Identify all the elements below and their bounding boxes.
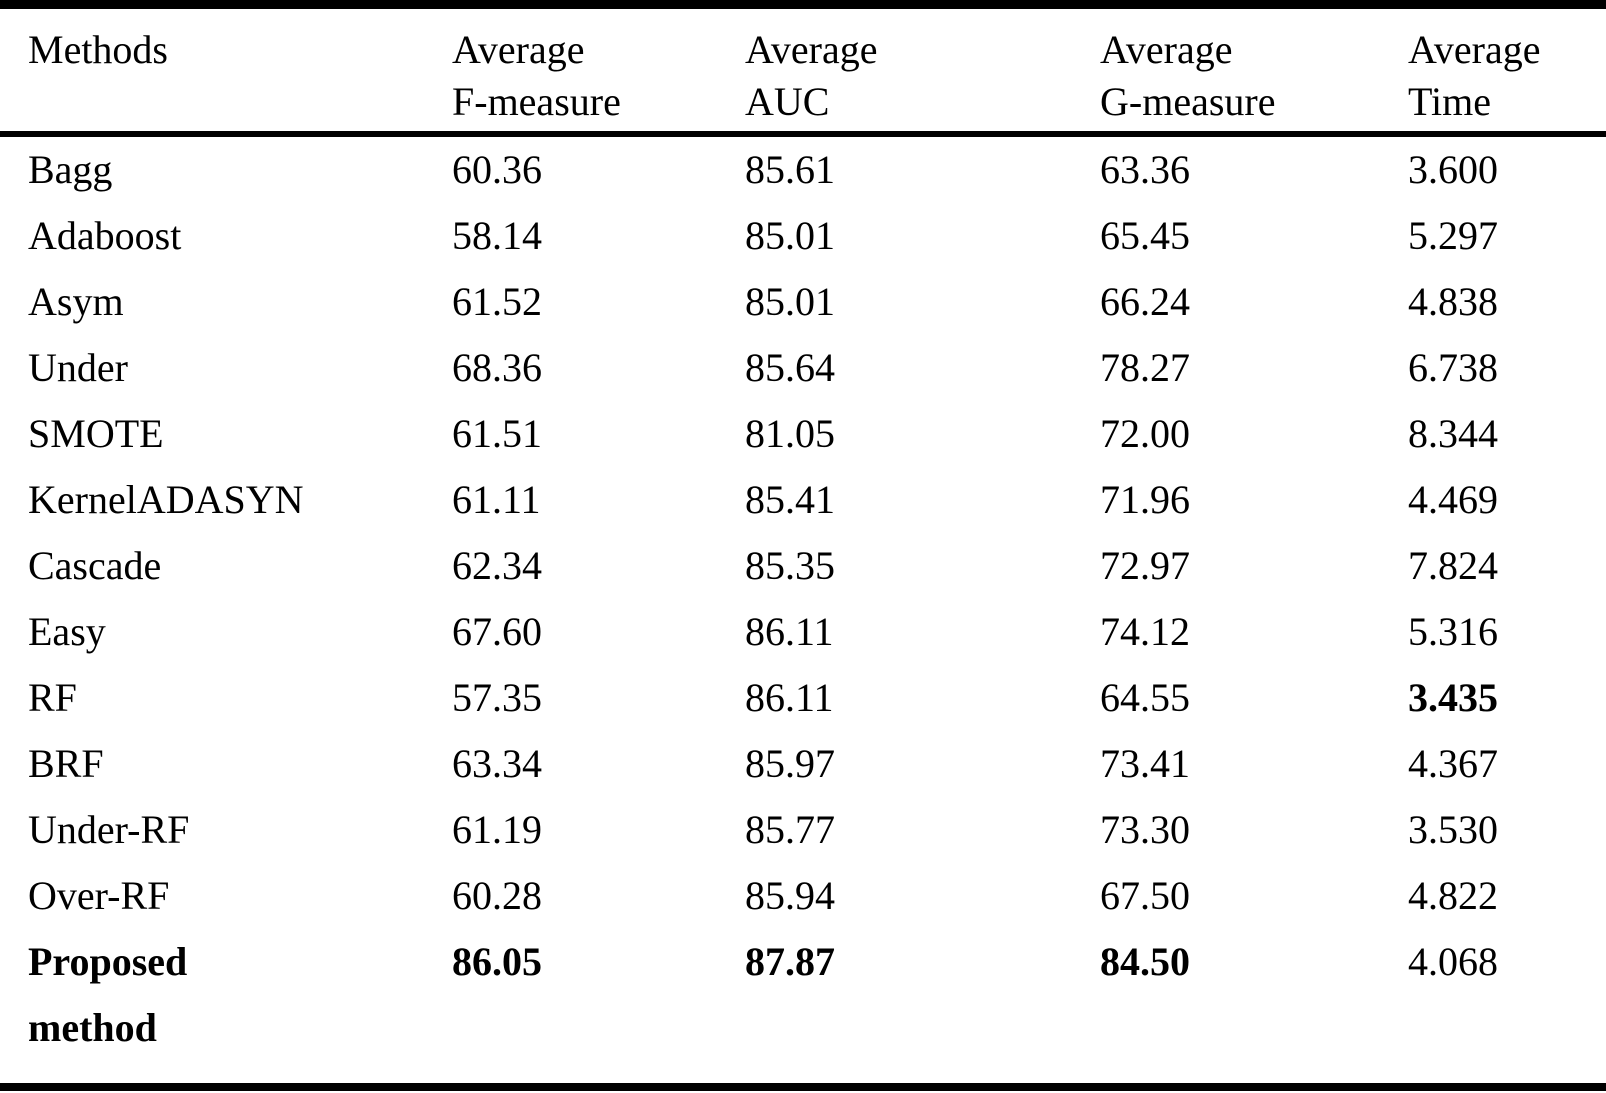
time-cell: 4.367 (1408, 741, 1498, 786)
column-header-auc: Average AUC (745, 27, 878, 124)
table-row: Under-RF 61.19 85.77 73.30 3.530 (0, 797, 1606, 863)
method-cell: Under (28, 345, 128, 390)
auc-cell: 85.94 (745, 873, 835, 918)
table-row: Under 68.36 85.64 78.27 6.738 (0, 335, 1606, 401)
header-divider (0, 131, 1606, 137)
time-cell: 4.068 (1408, 939, 1498, 984)
time-cell: 5.297 (1408, 213, 1498, 258)
method-cell: Adaboost (28, 213, 182, 258)
method-cell: Bagg (28, 147, 113, 192)
method-cell: Proposed method (28, 939, 188, 1050)
f-measure-cell: 58.14 (452, 213, 542, 258)
auc-cell: 85.97 (745, 741, 835, 786)
table-row-proposed-method: Proposed method 86.05 87.87 84.50 4.068 (0, 929, 1606, 1083)
f-measure-cell: 68.36 (452, 345, 542, 390)
method-cell: Easy (28, 609, 106, 654)
column-header-time: Average Time (1408, 27, 1541, 124)
f-measure-cell: 86.05 (452, 939, 542, 984)
g-measure-cell: 73.41 (1100, 741, 1190, 786)
time-cell: 8.344 (1408, 411, 1498, 456)
g-measure-cell: 73.30 (1100, 807, 1190, 852)
g-measure-cell: 64.55 (1100, 675, 1190, 720)
f-measure-cell: 67.60 (452, 609, 542, 654)
g-measure-cell: 71.96 (1100, 477, 1190, 522)
method-cell: KernelADASYN (28, 477, 304, 522)
method-cell: SMOTE (28, 411, 164, 456)
auc-cell: 85.77 (745, 807, 835, 852)
table-row: RF 57.35 86.11 64.55 3.435 (0, 665, 1606, 731)
table-row: Easy 67.60 86.11 74.12 5.316 (0, 599, 1606, 665)
auc-cell: 85.01 (745, 213, 835, 258)
method-cell: RF (28, 675, 77, 720)
time-cell: 3.435 (1408, 675, 1498, 720)
g-measure-cell: 78.27 (1100, 345, 1190, 390)
g-measure-cell: 74.12 (1100, 609, 1190, 654)
auc-cell: 85.61 (745, 147, 835, 192)
f-measure-cell: 57.35 (452, 675, 542, 720)
method-cell: BRF (28, 741, 104, 786)
time-cell: 4.469 (1408, 477, 1498, 522)
time-cell: 6.738 (1408, 345, 1498, 390)
g-measure-cell: 72.97 (1100, 543, 1190, 588)
g-measure-cell: 72.00 (1100, 411, 1190, 456)
table-header-row: Methods Average F-measure Average AUC Av… (0, 9, 1606, 131)
auc-cell: 86.11 (745, 675, 834, 720)
column-header-methods: Methods (28, 27, 168, 72)
method-cell: Under-RF (28, 807, 190, 852)
time-cell: 5.316 (1408, 609, 1498, 654)
time-cell: 7.824 (1408, 543, 1498, 588)
g-measure-cell: 66.24 (1100, 279, 1190, 324)
f-measure-cell: 62.34 (452, 543, 542, 588)
g-measure-cell: 65.45 (1100, 213, 1190, 258)
f-measure-cell: 63.34 (452, 741, 542, 786)
table-row: SMOTE 61.51 81.05 72.00 8.344 (0, 401, 1606, 467)
method-cell: Cascade (28, 543, 162, 588)
g-measure-cell: 63.36 (1100, 147, 1190, 192)
table-row: Asym 61.52 85.01 66.24 4.838 (0, 269, 1606, 335)
table-row: Bagg 60.36 85.61 63.36 3.600 (0, 137, 1606, 203)
auc-cell: 86.11 (745, 609, 834, 654)
time-cell: 4.822 (1408, 873, 1498, 918)
f-measure-cell: 60.36 (452, 147, 542, 192)
f-measure-cell: 61.52 (452, 279, 542, 324)
auc-cell: 81.05 (745, 411, 835, 456)
g-measure-cell: 84.50 (1100, 939, 1190, 984)
auc-cell: 87.87 (745, 939, 835, 984)
table-row: Cascade 62.34 85.35 72.97 7.824 (0, 533, 1606, 599)
table-row: BRF 63.34 85.97 73.41 4.367 (0, 731, 1606, 797)
table-body: Bagg 60.36 85.61 63.36 3.600 Adaboost 58… (0, 137, 1606, 1083)
f-measure-cell: 61.19 (452, 807, 542, 852)
method-cell: Asym (28, 279, 124, 324)
auc-cell: 85.41 (745, 477, 835, 522)
f-measure-cell: 61.11 (452, 477, 541, 522)
f-measure-cell: 61.51 (452, 411, 542, 456)
table-row: Adaboost 58.14 85.01 65.45 5.297 (0, 203, 1606, 269)
auc-cell: 85.01 (745, 279, 835, 324)
auc-cell: 85.64 (745, 345, 835, 390)
method-cell: Over-RF (28, 873, 170, 918)
time-cell: 3.600 (1408, 147, 1498, 192)
g-measure-cell: 67.50 (1100, 873, 1190, 918)
time-cell: 4.838 (1408, 279, 1498, 324)
table-row: KernelADASYN 61.11 85.41 71.96 4.469 (0, 467, 1606, 533)
time-cell: 3.530 (1408, 807, 1498, 852)
column-header-g-measure: Average G-measure (1100, 27, 1276, 124)
column-header-f-measure: Average F-measure (452, 27, 621, 124)
table-row: Over-RF 60.28 85.94 67.50 4.822 (0, 863, 1606, 929)
f-measure-cell: 60.28 (452, 873, 542, 918)
auc-cell: 85.35 (745, 543, 835, 588)
